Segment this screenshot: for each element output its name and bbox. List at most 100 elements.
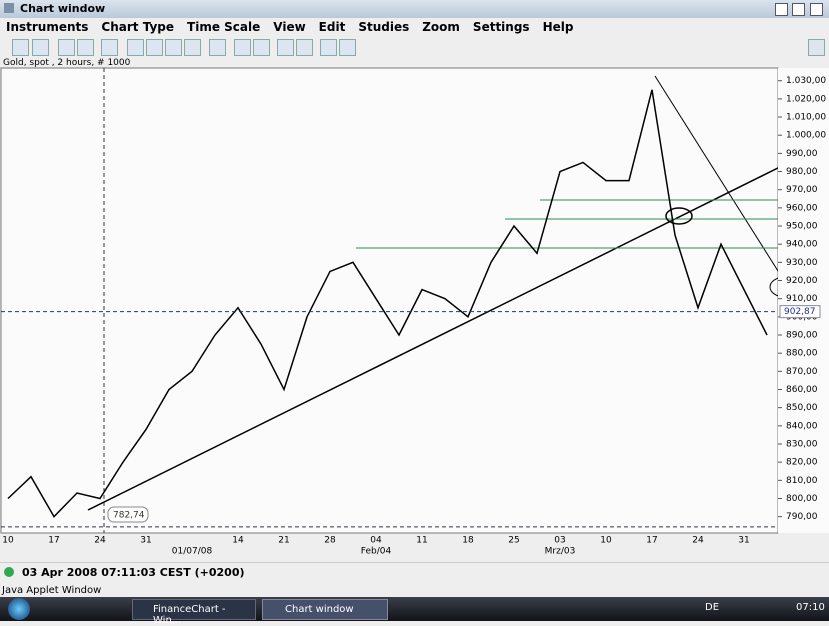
y-tick-label: 800,00: [786, 494, 818, 504]
task-label: Chart window: [285, 604, 354, 615]
x-tick-label: 17: [48, 536, 59, 546]
x-tick-label: 18: [462, 536, 474, 546]
x-tick-label: 31: [140, 536, 151, 546]
applet-label: Java Applet Window: [2, 585, 102, 596]
pointer-tool[interactable]: [32, 39, 49, 56]
x-tick-label: 28: [324, 536, 336, 546]
y-tick-label: 860,00: [786, 385, 818, 395]
x-tick-label: 10: [2, 536, 14, 546]
toolbar: [0, 36, 829, 58]
x-tick-label: 24: [692, 536, 704, 546]
task-button[interactable]: Chart window: [262, 599, 388, 620]
print-tool[interactable]: [320, 39, 337, 56]
low-label: 782,74: [113, 511, 145, 521]
y-tick-label: 950,00: [786, 222, 818, 232]
y-tick-label: 1.020,00: [786, 94, 826, 104]
x-tick-label: 17: [646, 536, 657, 546]
y-tick-label: 840,00: [786, 421, 818, 431]
y-tick-label: 910,00: [786, 294, 818, 304]
zoom-out-tool[interactable]: [77, 39, 94, 56]
taskbar: FinanceChart - Win... Chart window DE 07…: [0, 597, 829, 626]
status-indicator: [4, 567, 14, 577]
x-tick-label: 14: [232, 536, 244, 546]
chart-tool[interactable]: [101, 39, 118, 56]
x-tick-label: 25: [508, 536, 519, 546]
last-price-label: 902,87: [784, 307, 816, 317]
menu-item[interactable]: Help: [542, 20, 574, 34]
x-period-label: Mrz/03: [545, 547, 576, 557]
grid-tool[interactable]: [277, 39, 294, 56]
delete-tool[interactable]: [253, 39, 270, 56]
y-tick-label: 1.030,00: [786, 76, 826, 86]
status-bar: 03 Apr 2008 07:11:03 CEST (+0200): [0, 562, 829, 583]
trend-line-2: [654, 75, 791, 291]
y-tick-label: 850,00: [786, 403, 818, 413]
plot-area: [0, 67, 779, 534]
x-tick-label: 24: [94, 536, 106, 546]
app-icon: [4, 3, 14, 13]
menu-bar: Instruments Chart Type Time Scale View Edit S…: [0, 18, 829, 36]
y-tick-label: 890,00: [786, 331, 818, 341]
title-bar: Chart window: [0, 0, 829, 18]
y-tick-label: 1.010,00: [786, 113, 826, 123]
x-period-label: Feb/04: [361, 547, 392, 557]
menu-item[interactable]: Settings: [472, 20, 530, 34]
y-tick-label: 810,00: [786, 476, 818, 486]
window-title: Chart window: [20, 2, 106, 15]
y-tick-label: 990,00: [786, 149, 818, 159]
x-tick-label: 11: [416, 536, 427, 546]
status-text: 03 Apr 2008 07:11:03 CEST (+0200): [22, 566, 245, 579]
x-tick-label: 03: [554, 536, 565, 546]
y-tick-label: 830,00: [786, 439, 818, 449]
price-line: [7, 89, 768, 518]
menu-item[interactable]: Time Scale: [187, 20, 261, 34]
menu-item[interactable]: View: [273, 20, 306, 34]
y-tick-label: 1.000,00: [786, 131, 826, 141]
y-tick-label: 930,00: [786, 258, 818, 268]
menu-item[interactable]: Edit: [318, 20, 346, 34]
close-button[interactable]: [810, 3, 823, 16]
x-tick-label: 31: [738, 536, 749, 546]
y-tick-label: 870,00: [786, 367, 818, 377]
crosshair-tool[interactable]: [12, 39, 29, 56]
settings-tool[interactable]: [296, 39, 313, 56]
low-box: [107, 506, 149, 523]
y-tick-label: 920,00: [786, 276, 818, 286]
y-tick-label: 970,00: [786, 185, 818, 195]
bar-tool-1[interactable]: [127, 39, 144, 56]
y-tick-label: 880,00: [786, 349, 818, 359]
minimize-button[interactable]: [775, 3, 788, 16]
marker-circle: [665, 207, 693, 225]
y-axis-area: [778, 68, 829, 533]
task-button[interactable]: FinanceChart - Win...: [132, 599, 256, 626]
start-button[interactable]: [8, 598, 30, 620]
task-label: FinanceChart - Win...: [153, 604, 226, 626]
menu-item[interactable]: Zoom: [422, 20, 460, 34]
y-tick-label: 940,00: [786, 240, 818, 250]
x-tick-label: 04: [370, 536, 382, 546]
zoom-in-tool[interactable]: [58, 39, 75, 56]
chart-label: Gold, spot , 2 hours, # 1000: [3, 58, 131, 68]
bar-tool-4[interactable]: [184, 39, 201, 56]
bar-tool-2[interactable]: [146, 39, 163, 56]
dock-button[interactable]: [808, 39, 825, 56]
chart: 790,00 800,00 810,00 820,00 830,00 840,00 850,…: [0, 67, 829, 557]
draw-tool[interactable]: [234, 39, 251, 56]
y-tick-label: 980,00: [786, 167, 818, 177]
clock: 07:10: [796, 602, 825, 613]
menu-item[interactable]: Chart Type: [101, 20, 175, 34]
menu-item[interactable]: Studies: [358, 20, 410, 34]
x-tick-label: 10: [600, 536, 612, 546]
language-indicator[interactable]: DE: [705, 602, 720, 613]
x-tick-label: 21: [278, 536, 289, 546]
preview-tool[interactable]: [339, 39, 356, 56]
y-tick-label: 820,00: [786, 458, 818, 468]
y-tick-label: 960,00: [786, 203, 818, 213]
bar-tool-3[interactable]: [165, 39, 182, 56]
menu-item[interactable]: Instruments: [6, 20, 89, 34]
x-period-label: 01/07/08: [172, 547, 213, 557]
study-tool[interactable]: [209, 39, 226, 56]
y-tick-label: 790,00: [786, 512, 818, 522]
maximize-button[interactable]: [792, 3, 805, 16]
